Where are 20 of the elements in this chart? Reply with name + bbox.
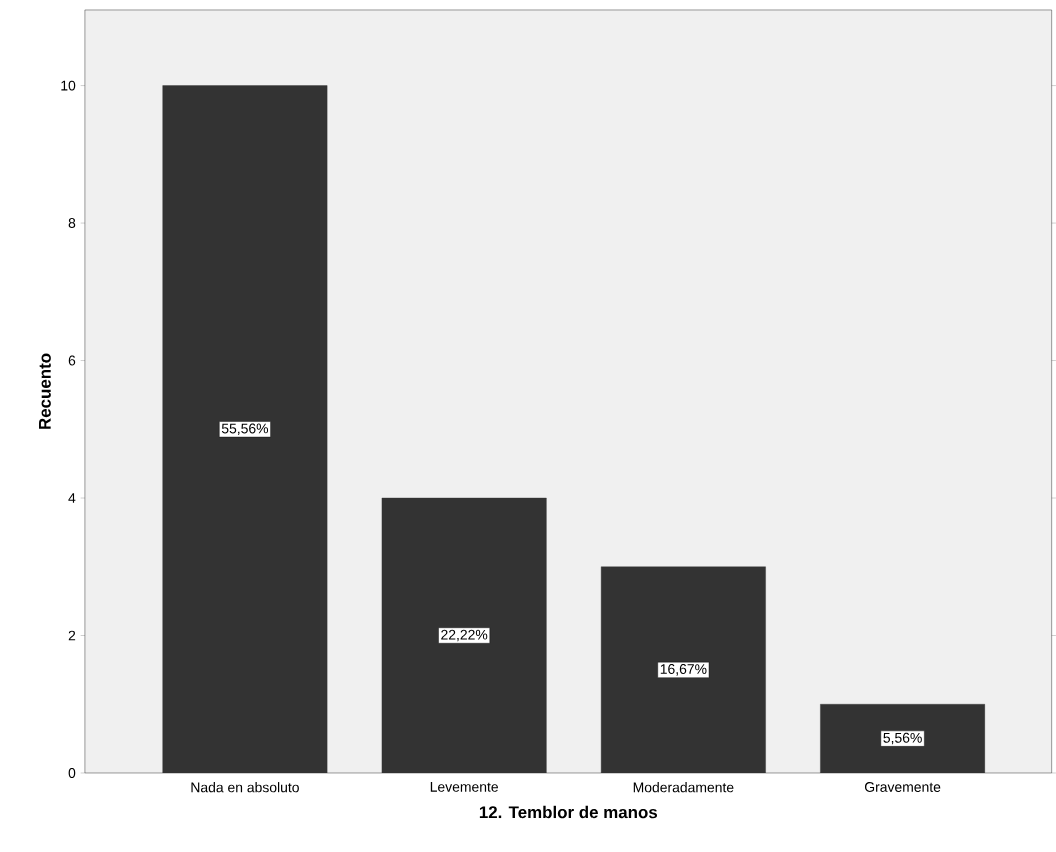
x-tick-label: Levemente <box>430 782 498 792</box>
y-tick-label: 0 <box>68 768 76 778</box>
x-tick-label: Nada en absoluto <box>191 782 299 793</box>
annotation: 16,67% <box>660 664 707 676</box>
y-tick-label: 2 <box>68 630 76 641</box>
bar <box>381 497 547 774</box>
y-tick-label: 8 <box>68 218 76 229</box>
bar <box>162 85 328 774</box>
y-tick-label: 6 <box>68 355 76 366</box>
y-axis-title: Recuento <box>39 353 51 429</box>
annotation: 55,56% <box>221 423 269 436</box>
x-axis-title: 12. Temblor de manos <box>479 805 658 819</box>
y-tick-label: 4 <box>68 493 76 503</box>
annotation: 22,22% <box>441 629 488 642</box>
bar <box>820 704 985 774</box>
x-tick-label: Gravemente <box>864 782 941 792</box>
bar <box>600 566 766 774</box>
x-tick-label: Moderadamente <box>633 782 734 793</box>
annotation: 5,56% <box>883 732 922 745</box>
y-tick-label: 10 <box>61 80 76 91</box>
